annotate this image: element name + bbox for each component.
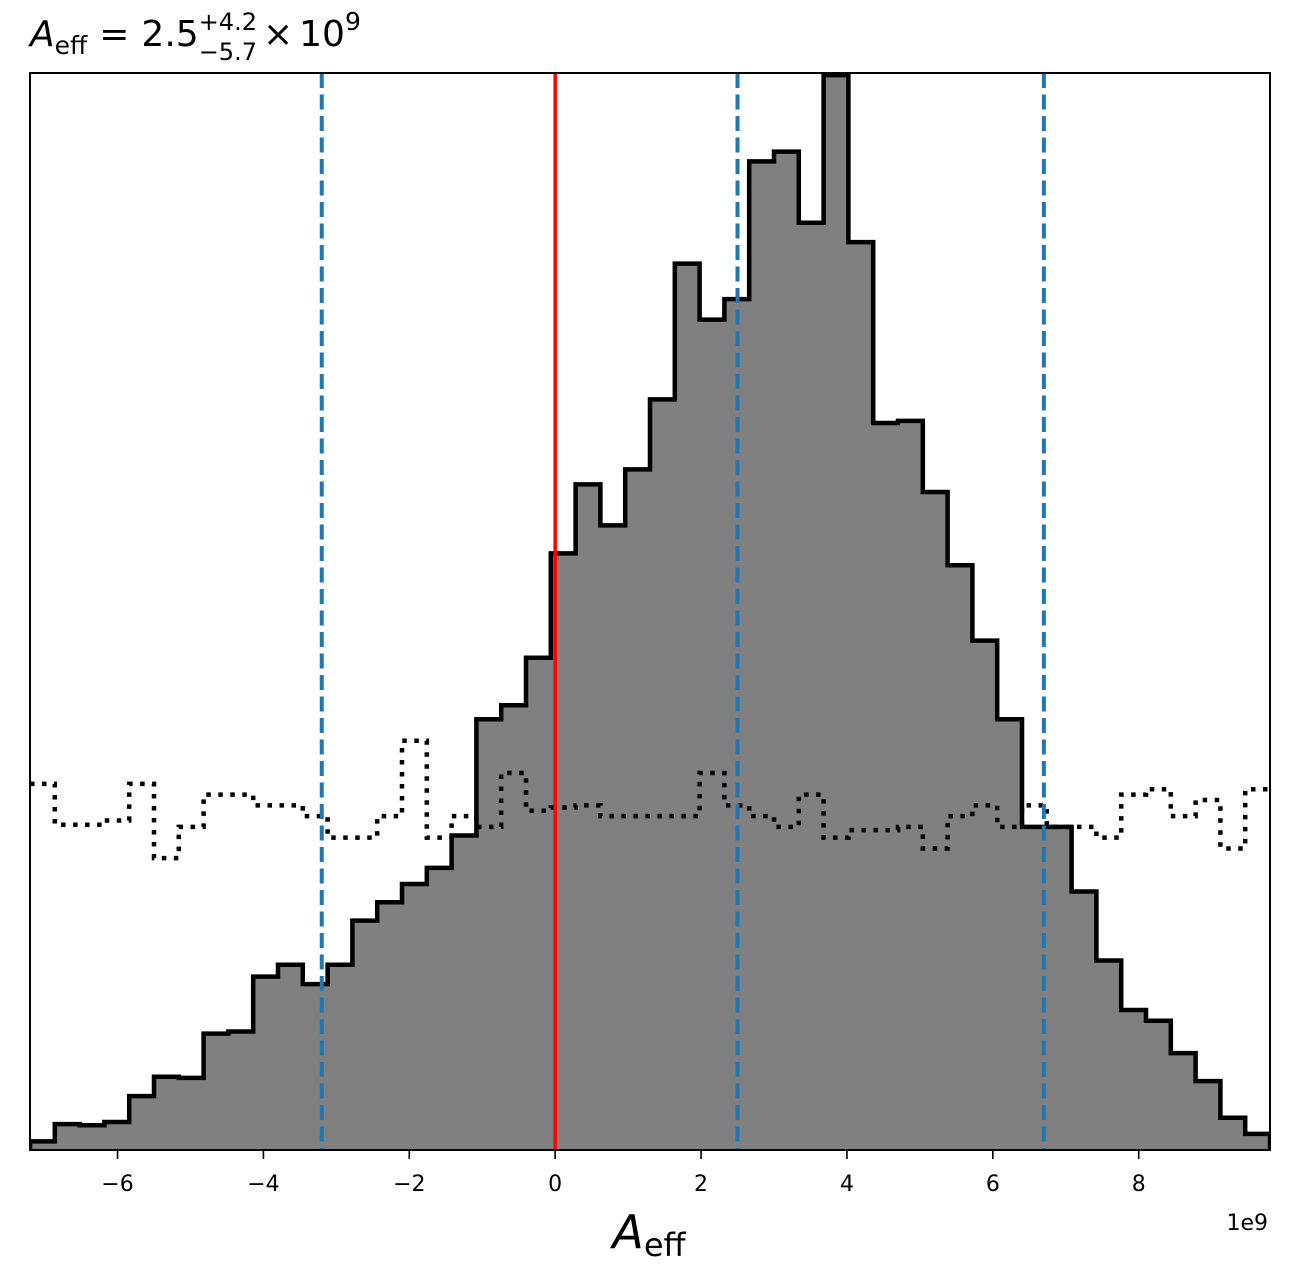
- title-power-exponent: 9: [345, 7, 361, 36]
- chart-title: Aeff = 2.5+4.2 −5.7 × 109: [28, 7, 361, 66]
- quantile-lines: [319, 73, 1046, 1150]
- title-value: 2.5: [141, 14, 198, 55]
- x-axis-label-subscript: eff: [644, 1226, 687, 1264]
- x-tick-label: −2: [393, 1172, 425, 1197]
- x-tick-label: 4: [840, 1172, 854, 1197]
- x-tick-label: 6: [986, 1172, 1000, 1197]
- title-lower-error: −5.7: [199, 38, 257, 66]
- title-equals: =: [99, 14, 129, 55]
- title-upper-error: +4.2: [199, 8, 257, 36]
- x-tick-label: 8: [1132, 1172, 1146, 1197]
- x-axis-label: Aeff: [609, 1205, 686, 1264]
- x-tick-label: −4: [247, 1172, 279, 1197]
- plot-frame: [29, 72, 1271, 1151]
- title-times: ×: [263, 14, 293, 55]
- posterior-histogram-outline: [30, 73, 1270, 1150]
- posterior-histogram-fill: [30, 75, 1270, 1150]
- title-symbol: A: [28, 14, 55, 55]
- x-axis-ticks: −6 −4 −2 0 2 4 6 8: [101, 1150, 1146, 1197]
- title-power-base: 10: [299, 14, 345, 55]
- x-tick-label: 0: [548, 1172, 562, 1197]
- x-offset-label: 1e9: [1226, 1211, 1268, 1236]
- x-tick-label: 2: [694, 1172, 708, 1197]
- title-symbol-subscript: eff: [55, 31, 88, 60]
- x-axis-label-symbol: A: [609, 1205, 643, 1259]
- plot-area: [30, 73, 1270, 1150]
- x-tick-label: −6: [101, 1172, 133, 1197]
